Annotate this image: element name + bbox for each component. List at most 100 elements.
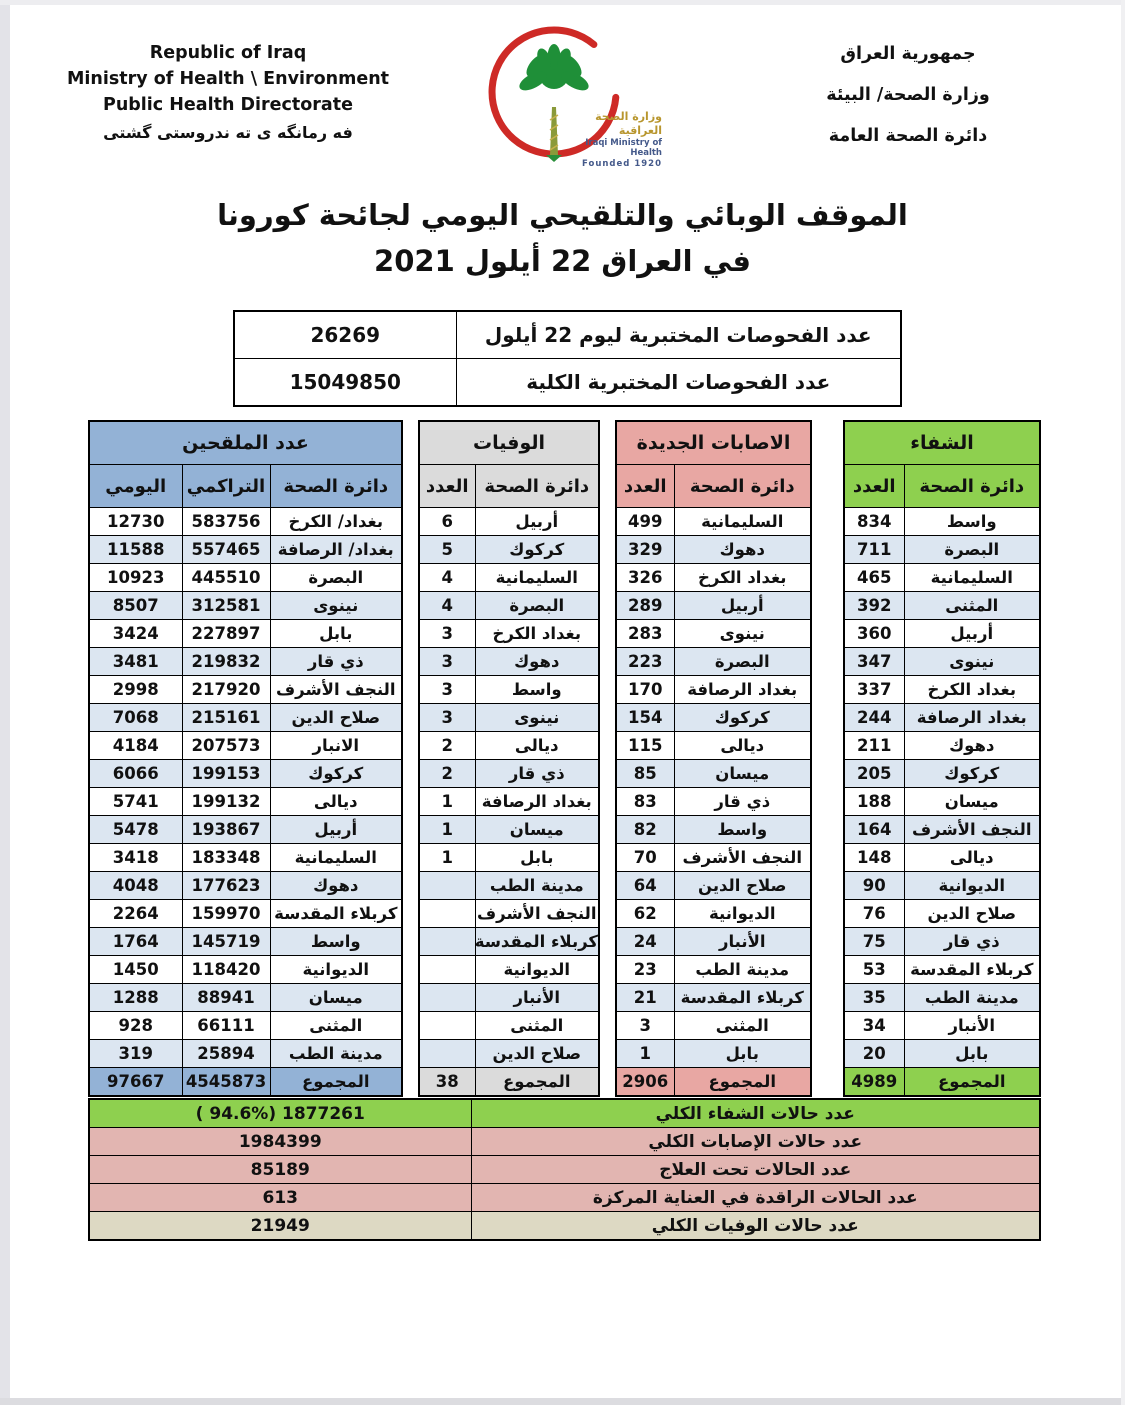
header-arabic-line3: دائرة الصحة العامة [828,126,988,146]
summary-label: عدد حالات الشفاء الكلي [470,1098,1041,1128]
value-cell: 3 [418,619,476,648]
table-row: 4 البصرة [418,591,600,620]
directorate-name: ميسان [474,815,600,844]
value-cell: 205 [843,759,905,788]
table-row: 329 دهوك [615,535,812,564]
table-header-row: العدد دائرة الصحة [615,464,812,508]
total-value-cell: 2906 [615,1067,675,1097]
value-cell: 2 [418,759,476,788]
table-row: 4184 207573 الانبار [88,731,403,760]
value-cell: 283 [615,619,675,648]
table-row: 3424 227897 بابل [88,619,403,648]
directorate-name: نينوى [269,591,403,620]
value-cell: 83 [615,787,675,816]
recovery-table: الشفاء العدد دائرة الصحة 834 واسط 711 البصر… [843,420,1042,1097]
table-row: 5478 193867 أربيل [88,815,403,844]
total-daily-cell: 97667 [88,1067,183,1097]
value-cell: 23 [615,955,675,984]
directorate-name: ذي قار [673,787,812,816]
daily-cell: 2264 [88,899,183,928]
value-cell [418,871,476,900]
daily-cell: 2998 [88,675,183,704]
col-count: العدد [418,464,476,508]
table-row: المثنى [418,1011,600,1040]
total-directorate-name: المجموع [903,1067,1041,1097]
table-row: 164 النجف الأشرف [843,815,1041,844]
value-cell: 70 [615,843,675,872]
table-row: 1 بابل [615,1039,812,1068]
value-cell: 289 [615,591,675,620]
value-cell: 76 [843,899,905,928]
total-directorate-name: المجموع [269,1067,403,1097]
value-cell [418,899,476,928]
table-row: 154 كركوك [615,703,812,732]
page-edge-top [0,0,1125,5]
value-cell: 360 [843,619,905,648]
directorate-name: ديالى [269,787,403,816]
directorate-name: كربلاء المقدسة [673,983,812,1012]
daily-cell: 4184 [88,731,183,760]
daily-cell: 5478 [88,815,183,844]
directorate-name: المثنى [474,1011,600,1040]
directorate-name: الأنبار [903,1011,1041,1040]
daily-cell: 3481 [88,647,183,676]
directorate-name: الديوانية [269,955,403,984]
col-directorate: دائرة الصحة [903,464,1041,508]
table-row: 23 مدينة الطب [615,955,812,984]
report-title-line1: الموقف الوبائي والتلقيحي اليومي لجائحة ك… [217,198,908,232]
summary-row: 1984399 عدد حالات الإصابات الكلي [88,1127,1041,1156]
value-cell: 834 [843,507,905,536]
cumulative-cell: 227897 [181,619,271,648]
value-cell: 75 [843,927,905,956]
page-edge-left [0,0,10,1405]
summary-value: 1984399 [88,1127,472,1156]
directorate-name: كركوك [474,535,600,564]
table-row: 11588 557465 بغداد/ الرصافة [88,535,403,564]
table-header-row: العدد دائرة الصحة [418,464,600,508]
daily-cell: 1450 [88,955,183,984]
directorate-name: السليمانية [673,507,812,536]
table-row: 211 دهوك [843,731,1041,760]
table-row: 53 كربلاء المقدسة [843,955,1041,984]
directorate-name: بغداد الكرخ [474,619,600,648]
daily-cell: 8507 [88,591,183,620]
directorate-name: بابل [903,1039,1041,1068]
directorate-name: كربلاء المقدسة [474,927,600,956]
directorate-name: السليمانية [474,563,600,592]
directorate-name: كربلاء المقدسة [269,899,403,928]
total-row: 2906 المجموع [615,1067,812,1097]
table-row: 2 ديالى [418,731,600,760]
table-row: 223 البصرة [615,647,812,676]
infections-table-title: الاصابات الجديدة [615,420,812,465]
value-cell: 3 [418,703,476,732]
table-header-row: العدد دائرة الصحة [843,464,1041,508]
total-row: 97667 4545873 المجموع [88,1067,403,1097]
table-row: صلاح الدين [418,1039,600,1068]
daily-cell: 3424 [88,619,183,648]
directorate-name: واسط [673,815,812,844]
table-row: 62 الديوانية [615,899,812,928]
summary-row: 21949 عدد حالات الوفيات الكلي [88,1211,1041,1241]
total-row: 38 المجموع [418,1067,600,1097]
value-cell: 3 [418,647,476,676]
directorate-name: ديالى [903,843,1041,872]
value-cell: 326 [615,563,675,592]
table-row: 337 بغداد الكرخ [843,675,1041,704]
cumulative-cell: 217920 [181,675,271,704]
logo-text: وزارة الصحة العراقية Iraqi Ministry of H… [554,110,662,169]
logo-founded: Founded 1920 [582,158,662,169]
cumulative-cell: 445510 [181,563,271,592]
table-row: كربلاء المقدسة [418,927,600,956]
table-row: 15049850 عدد الفحوصات المختبرية الكلية [233,358,902,407]
table-row: 326 بغداد الكرخ [615,563,812,592]
value-cell: 21 [615,983,675,1012]
value-cell: 170 [615,675,675,704]
value-cell: 499 [615,507,675,536]
directorate-name: ميسان [673,759,812,788]
value-cell: 24 [615,927,675,956]
table-row: 85 ميسان [615,759,812,788]
value-cell: 244 [843,703,905,732]
summary-label: عدد الحالات الراقدة في العناية المركزة [470,1183,1041,1212]
directorate-name: مدينة الطب [269,1039,403,1068]
directorate-name: النجف الأشرف [903,815,1041,844]
